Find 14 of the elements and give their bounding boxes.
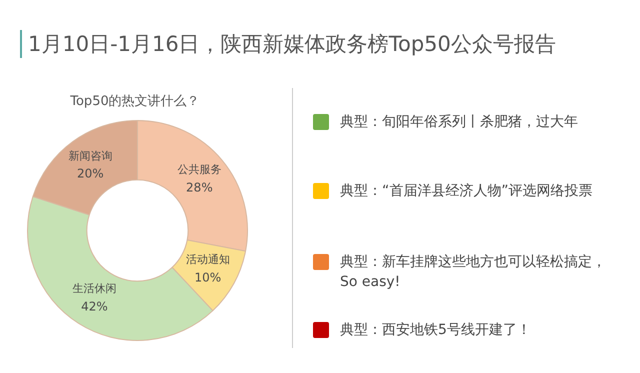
- text: 典型：西安地铁5号线开建了！: [340, 321, 532, 340]
- chart-subtitle: Top50的热文讲什么？: [69, 93, 201, 110]
- data-label: 28%: [186, 180, 213, 194]
- data-label: 42%: [81, 299, 108, 314]
- text: 典型：新车挂牌这些地方也可以轻松搞定，So easy!: [340, 253, 607, 292]
- slice-label: 新闻咨询: [68, 149, 112, 162]
- slice-label: 公共服务: [177, 163, 222, 176]
- text: 1月10日-1月16日，陕西新媒体政务榜Top50公众号报告: [28, 31, 556, 58]
- data-label: 10%: [194, 270, 222, 284]
- data-label: 20%: [76, 166, 104, 181]
- slice-label: 活动通知: [186, 253, 230, 266]
- slice-label: 生活休闲: [72, 282, 116, 296]
- text: 典型：“首届洋县经济人物”评选网络投票: [340, 182, 594, 201]
- text: 典型：旬阳年俗系列丨杀肥猪，过大年: [340, 113, 579, 132]
